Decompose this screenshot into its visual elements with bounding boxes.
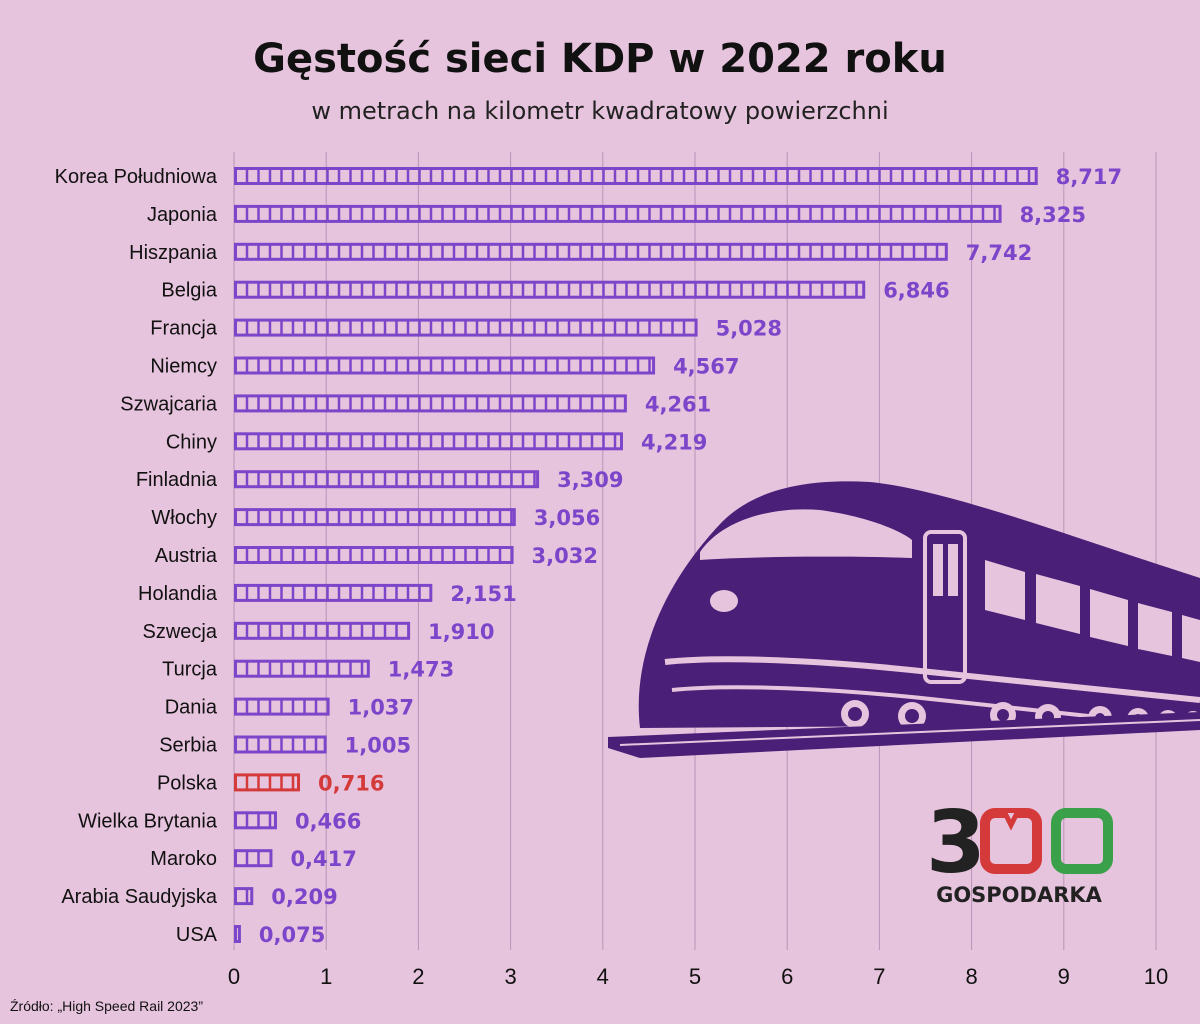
bar (234, 280, 866, 299)
bar (234, 546, 514, 564)
value-label: 6,846 (883, 279, 949, 303)
category-label: Szwajcaria (120, 393, 218, 415)
value-label: 1,037 (348, 696, 414, 720)
category-label: Chiny (166, 431, 217, 453)
category-label: Wielka Brytania (78, 810, 218, 832)
bar (234, 849, 273, 868)
x-tick-label: 4 (597, 964, 609, 989)
chart-title: Gęstość sieci KDP w 2022 roku (253, 36, 947, 82)
bar (234, 432, 623, 451)
value-label: 1,910 (428, 620, 494, 644)
category-label: Serbia (159, 735, 218, 757)
x-tick-label: 10 (1144, 964, 1168, 989)
x-axis-ticks: 0 1 2 3 4 5 6 7 8 9 10 (228, 964, 1168, 989)
bar (234, 167, 1038, 185)
category-label: Dania (165, 697, 218, 719)
category-label: Belgia (161, 280, 217, 302)
x-tick-label: 6 (781, 964, 793, 989)
bar (234, 659, 370, 678)
value-label: 3,032 (532, 544, 598, 568)
category-label: Austria (155, 545, 218, 567)
category-label: Japonia (147, 204, 218, 226)
bar (234, 204, 1002, 223)
value-label: 1,005 (345, 734, 411, 758)
x-tick-label: 3 (504, 964, 516, 989)
value-label: 7,742 (966, 241, 1032, 265)
category-label: Włochy (151, 507, 217, 529)
category-label: Korea Południowa (55, 166, 218, 188)
value-labels: 8,717 8,325 7,742 6,846 5,028 4,567 4,261 4,219… (259, 165, 1122, 947)
x-tick-label: 7 (873, 964, 885, 989)
bar (234, 621, 411, 640)
chart-subtitle: w metrach na kilometr kwadratowy powierz… (311, 97, 888, 125)
category-label: Finladnia (136, 469, 218, 491)
value-label: 8,325 (1020, 203, 1086, 227)
category-label: Polska (157, 772, 218, 794)
value-label: 3,056 (534, 506, 600, 530)
value-label: 0,716 (318, 771, 384, 795)
value-label: 0,417 (290, 847, 356, 871)
bar (234, 773, 301, 792)
value-label: 4,261 (645, 392, 711, 416)
category-label: Turcja (162, 659, 218, 681)
value-label: 3,309 (557, 468, 623, 492)
value-label: 4,567 (673, 355, 739, 379)
category-label: Maroko (150, 848, 217, 870)
bar (234, 735, 327, 754)
bar (234, 925, 241, 943)
bars (234, 167, 1038, 943)
x-tick-label: 8 (965, 964, 977, 989)
category-label: Hiszpania (129, 242, 218, 264)
x-tick-label: 5 (689, 964, 701, 989)
x-tick-label: 1 (320, 964, 332, 989)
value-label: 0,075 (259, 923, 325, 947)
bar (234, 318, 698, 337)
category-label: Niemcy (150, 356, 217, 378)
bar (234, 394, 627, 413)
bar (234, 697, 330, 716)
train-illustration (608, 481, 1200, 758)
category-label: Holandia (138, 583, 218, 605)
value-label: 4,219 (641, 430, 707, 454)
value-label: 8,717 (1056, 165, 1122, 189)
bar (234, 583, 433, 602)
x-tick-label: 9 (1058, 964, 1070, 989)
logo-subtext: GOSPODARKA (936, 883, 1103, 907)
category-labels: Korea Południowa Japonia Hiszpania Belgia Fr… (55, 166, 218, 946)
bar (234, 356, 656, 375)
category-label: Arabia Saudyjska (61, 886, 218, 908)
bar (234, 887, 254, 906)
svg-text:3: 3 (926, 793, 986, 893)
bar (234, 470, 540, 489)
bar (234, 508, 516, 527)
value-label: 2,151 (450, 582, 516, 606)
logo-300-gospodarka: 3 GOSPODARKA (926, 793, 1113, 907)
value-label: 0,466 (295, 809, 361, 833)
value-label: 1,473 (388, 658, 454, 682)
bar (234, 242, 948, 261)
value-label: 0,209 (271, 885, 337, 909)
category-label: Francja (150, 318, 218, 340)
x-tick-label: 2 (412, 964, 424, 989)
value-label: 5,028 (716, 317, 782, 341)
x-tick-label: 0 (228, 964, 240, 989)
bar (234, 811, 277, 830)
category-label: Szwecja (143, 621, 218, 643)
category-label: USA (176, 924, 218, 946)
source-note: Źródło: „High Speed Rail 2023” (10, 998, 203, 1014)
